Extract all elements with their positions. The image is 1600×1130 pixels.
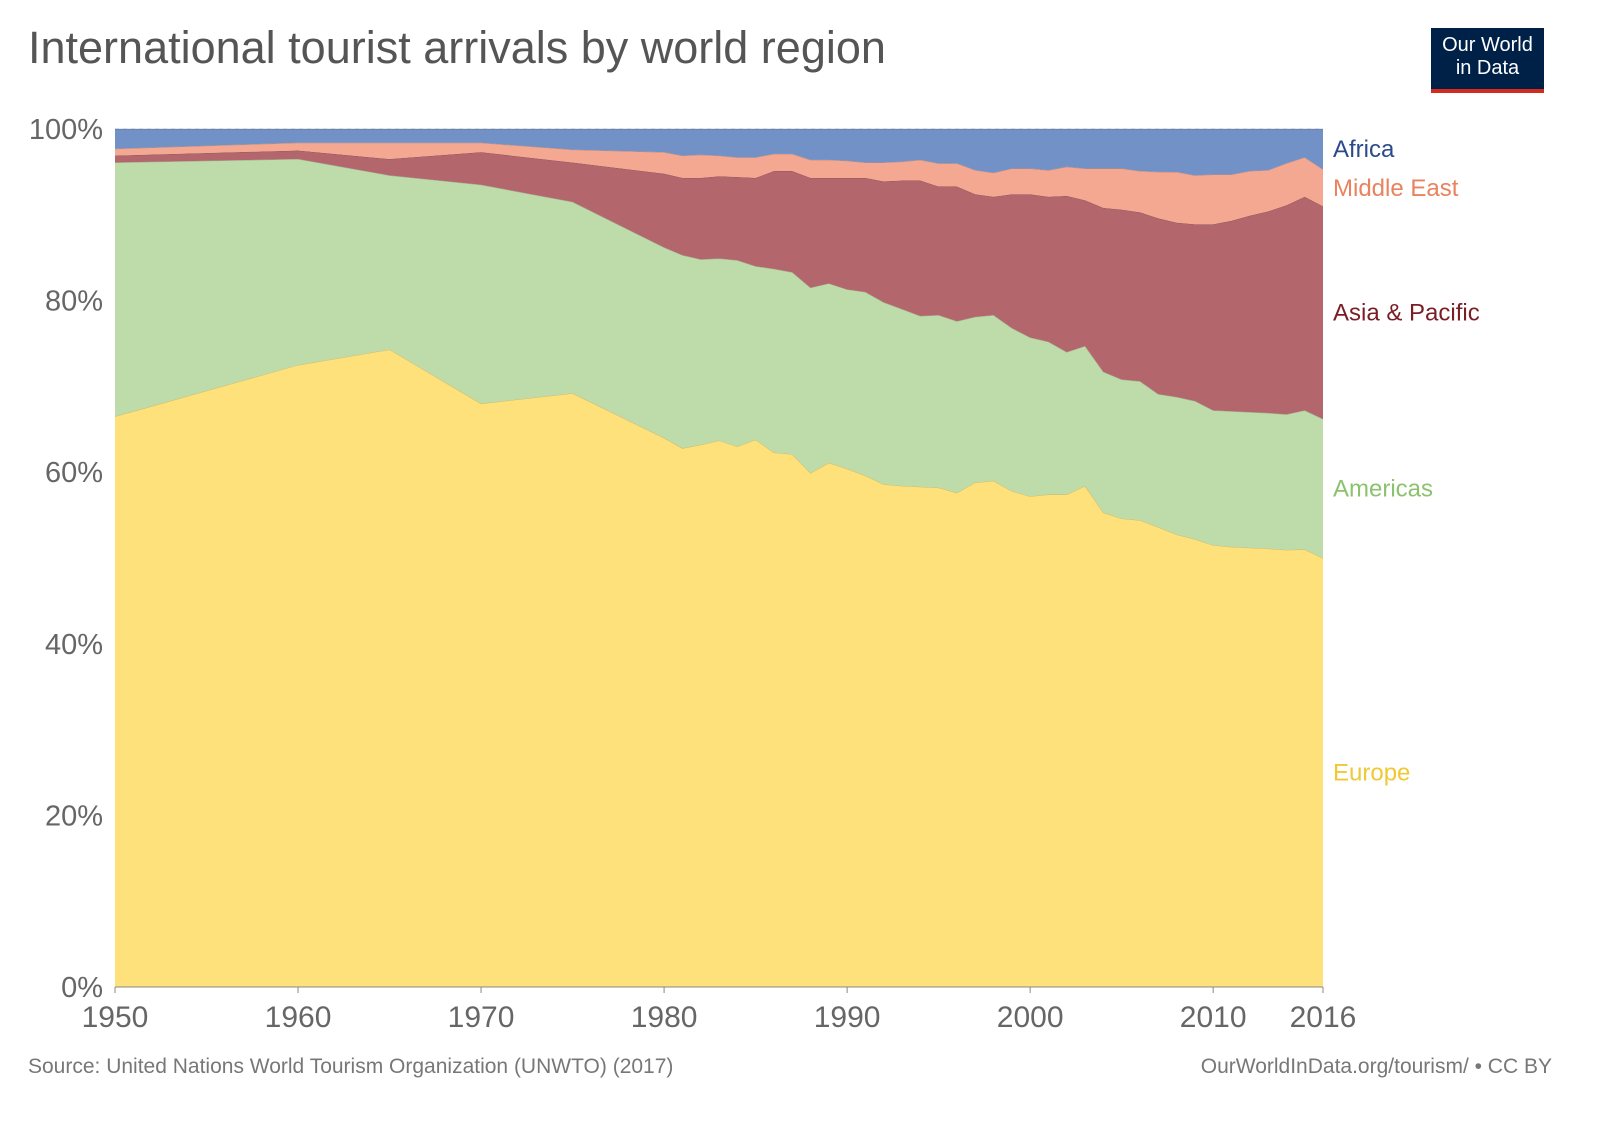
legend-label[interactable]: Europe xyxy=(1333,760,1410,787)
x-tick-label: 2000 xyxy=(997,1001,1064,1034)
area-americas[interactable] xyxy=(115,159,1323,558)
chart-title: International tourist arrivals by world … xyxy=(28,22,886,73)
logo-line-1: Our World xyxy=(1442,34,1533,56)
credit-link[interactable]: OurWorldInData.org/tourism/ • CC BY xyxy=(1200,1055,1552,1078)
area-asia-pacific[interactable] xyxy=(115,150,1323,420)
legend-label[interactable]: Africa xyxy=(1333,136,1395,163)
axes: 0% 20% 40% 60% 80% 100% 1950 1960 1970 1980 1990 20… xyxy=(29,114,1357,1034)
x-tick-label: 2010 xyxy=(1180,1001,1247,1034)
area-europe[interactable] xyxy=(115,349,1323,988)
logo-line-2: in Data xyxy=(1455,57,1520,79)
x-tick-label: 1980 xyxy=(631,1001,698,1034)
area-middle-east[interactable] xyxy=(115,142,1323,225)
legend-label[interactable]: Asia & Pacific xyxy=(1333,300,1480,327)
legend: Europe Americas Asia & Pacific Middle East A… xyxy=(1333,136,1480,786)
area-series xyxy=(114,128,1324,988)
y-tick-label: 0% xyxy=(61,972,103,1004)
x-tick-label: 1990 xyxy=(814,1001,881,1034)
y-tick-label: 100% xyxy=(29,114,103,146)
x-tick-label: 2016 xyxy=(1290,1001,1357,1034)
y-tick-label: 20% xyxy=(45,800,103,832)
legend-label[interactable]: Americas xyxy=(1333,476,1433,503)
source-note: Source: United Nations World Tourism Org… xyxy=(28,1055,674,1078)
x-tick-label: 1960 xyxy=(265,1001,332,1034)
x-tick-label: 1970 xyxy=(448,1001,515,1034)
owid-logo[interactable]: Our World in Data xyxy=(1431,28,1544,93)
y-tick-label: 80% xyxy=(45,286,103,318)
x-tick-label: 1950 xyxy=(82,1001,149,1034)
y-tick-label: 40% xyxy=(45,629,103,661)
legend-label[interactable]: Middle East xyxy=(1333,175,1459,202)
y-tick-label: 60% xyxy=(45,457,103,489)
area-africa[interactable] xyxy=(115,129,1323,176)
